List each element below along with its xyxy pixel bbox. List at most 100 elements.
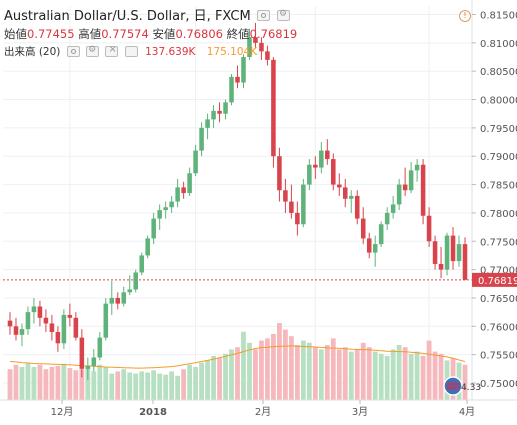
volume-bar xyxy=(300,340,306,400)
candle-body xyxy=(25,312,31,330)
candle-body xyxy=(420,164,426,216)
candle-body xyxy=(337,184,342,188)
volume-bar xyxy=(360,342,366,400)
volume-bar xyxy=(37,364,43,400)
candle-body xyxy=(163,207,168,211)
volume-bar xyxy=(420,356,426,400)
candle-body xyxy=(49,323,55,332)
volume-bar xyxy=(247,342,252,400)
volume-bar xyxy=(145,372,151,400)
candle-body xyxy=(295,212,300,225)
volume-bar xyxy=(378,353,384,400)
alert-icon[interactable]: ! xyxy=(459,10,471,22)
candle-body xyxy=(61,314,67,344)
candle-body xyxy=(372,244,378,253)
volume-bar xyxy=(366,347,372,400)
candle-body xyxy=(13,326,19,335)
candle-body xyxy=(55,331,61,344)
candle-body xyxy=(199,127,204,151)
volume-bar xyxy=(121,369,127,400)
volume-bar xyxy=(187,364,192,400)
volume-bar xyxy=(169,371,175,400)
candle-body xyxy=(277,156,282,191)
candle-body xyxy=(85,365,91,369)
candle-body xyxy=(366,238,372,253)
candle-body xyxy=(396,184,402,205)
corner-badge-label: 4.33 xyxy=(461,383,481,393)
volume-ma-value: 175.104K xyxy=(206,46,258,58)
volume-bar xyxy=(426,340,432,400)
visibility-toggle-icon[interactable] xyxy=(257,10,271,21)
candle-body xyxy=(109,297,115,304)
time-tick-label: 3月 xyxy=(352,406,368,418)
volume-bar xyxy=(91,371,97,400)
volume-visibility-icon[interactable] xyxy=(66,45,80,57)
current-price-tag xyxy=(472,272,517,287)
news-flag-icon xyxy=(443,376,463,396)
volume-bar xyxy=(97,364,103,400)
volume-bar xyxy=(390,349,396,400)
volume-bar xyxy=(85,367,91,400)
candle-body xyxy=(426,215,432,242)
volume-value: 137.639K xyxy=(145,46,196,58)
volume-bar xyxy=(211,356,216,400)
candle-body xyxy=(307,164,312,185)
close-label: 終値 xyxy=(226,27,250,41)
volume-bar xyxy=(241,331,246,400)
flag-stripe xyxy=(447,387,459,389)
volume-bar xyxy=(43,369,49,400)
volume-remove-icon[interactable] xyxy=(105,44,119,57)
low-value: 0.76806 xyxy=(175,27,223,41)
candle-body xyxy=(31,306,37,313)
volume-bar xyxy=(414,351,420,400)
candle-body xyxy=(301,184,306,225)
candle-body xyxy=(319,150,324,168)
candle-body xyxy=(438,263,444,270)
volume-more-icon[interactable] xyxy=(124,45,138,57)
candle-body xyxy=(360,218,366,239)
candle-body xyxy=(97,337,103,358)
candle-body xyxy=(432,241,438,264)
bottom-toolbar xyxy=(0,419,517,425)
candle-body xyxy=(73,317,79,338)
candle-body xyxy=(325,150,330,160)
candle-body xyxy=(247,37,252,58)
volume-bar xyxy=(354,349,360,400)
volume-bar xyxy=(61,363,67,400)
candle-body xyxy=(103,303,109,338)
candle-body xyxy=(67,314,73,318)
volume-bar xyxy=(19,367,25,400)
volume-bar xyxy=(253,349,258,400)
candle-body xyxy=(43,317,49,324)
candle-body xyxy=(193,150,198,174)
volume-bar xyxy=(324,345,330,400)
candle-body xyxy=(289,201,294,213)
open-value: 0.77455 xyxy=(27,27,75,41)
volume-bar xyxy=(259,340,264,400)
volume-bar xyxy=(432,351,438,400)
candle-body xyxy=(402,184,408,191)
candle-body xyxy=(331,159,336,185)
settings-gear-icon[interactable] xyxy=(277,9,290,21)
volume-bar xyxy=(7,369,13,400)
current-price-label: 0.76819 xyxy=(478,276,517,287)
volume-bar xyxy=(163,374,169,400)
candle-body xyxy=(115,297,121,304)
time-tick-label: 12月 xyxy=(51,406,74,418)
volume-bar xyxy=(133,373,139,400)
candle-body xyxy=(19,329,25,335)
volume-settings-icon[interactable] xyxy=(86,45,100,57)
candle-body xyxy=(348,195,354,199)
candle-body xyxy=(151,218,156,239)
candle-body xyxy=(450,235,456,262)
volume-bar xyxy=(109,373,115,400)
volume-bar xyxy=(223,353,228,400)
volume-bar xyxy=(265,338,270,400)
